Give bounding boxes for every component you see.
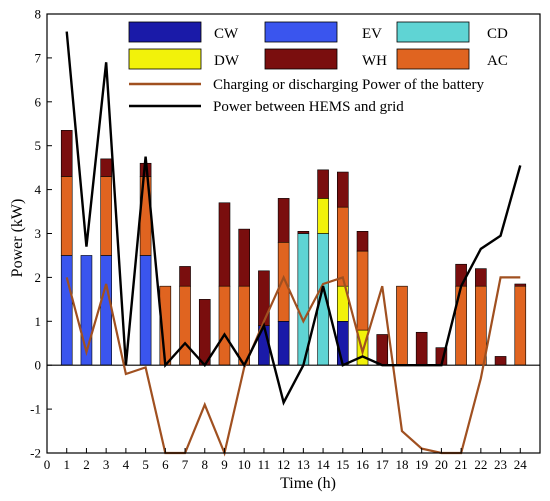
bar-wh-13 — [297, 231, 310, 234]
bar-wh-7 — [179, 266, 191, 287]
legend-swatch-ev — [264, 21, 338, 43]
bar-wh-8 — [198, 299, 211, 366]
bar-ac-1 — [60, 176, 73, 256]
y-tick-label-6: 6 — [35, 94, 42, 109]
bar-wh-15 — [336, 171, 349, 208]
bar-cw-12 — [277, 320, 290, 366]
legend-label-wh: WH — [362, 53, 387, 69]
bar-dw-14 — [317, 198, 329, 234]
bar-ev-3 — [100, 255, 112, 366]
bar-ev-5 — [139, 255, 152, 366]
bar-ev-1 — [60, 255, 73, 366]
bar-wh-21 — [455, 263, 467, 287]
bar-wh-11 — [258, 270, 270, 326]
x-axis-title: Time (h) — [280, 475, 336, 492]
x-tick-label-8: 8 — [202, 457, 209, 472]
x-tick-label-5: 5 — [142, 457, 149, 472]
legend-swatch-cw — [128, 21, 202, 43]
legend-label-ev: EV — [362, 26, 382, 42]
legend-label-grid: Power between HEMS and grid — [213, 99, 404, 115]
legend-swatch-dw — [128, 48, 202, 70]
bar-wh-22 — [475, 268, 487, 287]
legend-label-ac: AC — [487, 53, 508, 69]
x-tick-label-2: 2 — [83, 457, 90, 472]
x-tick-label-7: 7 — [182, 457, 189, 472]
legend-label-cd: CD — [487, 26, 508, 42]
legend-label-cw: CW — [214, 26, 239, 42]
bar-ac-16 — [356, 250, 369, 331]
bar-wh-3 — [100, 158, 112, 177]
x-tick-label-0: 0 — [44, 457, 51, 472]
x-tick-label-23: 23 — [494, 457, 507, 472]
x-tick-label-10: 10 — [238, 457, 251, 472]
bar-ac-12 — [277, 241, 290, 322]
legend-swatch-ac — [396, 48, 470, 70]
x-tick-label-14: 14 — [317, 457, 331, 472]
x-tick-label-18: 18 — [395, 457, 408, 472]
x-tick-label-6: 6 — [162, 457, 169, 472]
y-tick-label-5: 5 — [35, 138, 42, 153]
x-tick-label-4: 4 — [123, 457, 130, 472]
y-tick-label-8: 8 — [35, 7, 42, 22]
y-tick-label-4: 4 — [35, 182, 42, 197]
bar-ac-7 — [179, 285, 191, 366]
bar-wh-17 — [376, 334, 389, 366]
x-tick-label-13: 13 — [297, 457, 310, 472]
x-tick-label-22: 22 — [474, 457, 487, 472]
y-tick-label--1: -1 — [30, 402, 41, 417]
x-tick-label-16: 16 — [356, 457, 370, 472]
bar-wh-24 — [514, 283, 527, 287]
x-tick-label-20: 20 — [435, 457, 448, 472]
x-tick-label-9: 9 — [221, 457, 228, 472]
y-tick-label--2: -2 — [30, 446, 41, 461]
legend-swatch-wh — [264, 48, 338, 70]
x-tick-label-3: 3 — [103, 457, 110, 472]
bar-wh-16 — [356, 231, 369, 252]
bar-wh-12 — [277, 198, 290, 243]
bar-wh-19 — [415, 331, 428, 366]
x-tick-label-19: 19 — [415, 457, 428, 472]
x-tick-label-17: 17 — [376, 457, 390, 472]
bar-ac-10 — [238, 285, 250, 366]
y-axis-title: Power (kW) — [9, 199, 26, 278]
line-grid — [65, 31, 522, 406]
legend-swatch-cd — [396, 21, 470, 43]
x-tick-label-15: 15 — [336, 457, 349, 472]
bar-wh-1 — [60, 130, 73, 177]
y-tick-label-1: 1 — [35, 314, 42, 329]
y-tick-label-3: 3 — [35, 226, 42, 241]
x-tick-label-1: 1 — [63, 457, 70, 472]
bar-wh-9 — [218, 202, 231, 287]
legend-label-dw: DW — [214, 53, 240, 69]
bar-ac-18 — [396, 285, 408, 366]
bar-wh-14 — [317, 169, 329, 199]
bar-wh-10 — [238, 228, 250, 287]
bar-cw-15 — [336, 320, 349, 366]
axes: 0 1 2 3 4 5 6 7 8 9 10 11 12 13 14 15 16 17 18 19 20 21 22 23 24… — [30, 7, 541, 472]
x-tick-label-11: 11 — [258, 457, 271, 472]
y-tick-label-0: 0 — [35, 358, 42, 373]
bar-ac-24 — [514, 285, 527, 366]
bar-ac-15 — [336, 206, 349, 287]
legend-label-battery: Charging or discharging Power of the bat… — [213, 77, 485, 93]
x-tick-label-24: 24 — [514, 457, 528, 472]
bar-layer — [60, 130, 527, 366]
bar-ac-9 — [218, 285, 231, 366]
x-tick-label-21: 21 — [455, 457, 468, 472]
y-tick-label-7: 7 — [35, 50, 42, 65]
y-tick-label-2: 2 — [35, 270, 42, 285]
x-tick-label-12: 12 — [277, 457, 290, 472]
bar-ac-3 — [100, 176, 112, 256]
bar-wh-23 — [494, 356, 507, 366]
